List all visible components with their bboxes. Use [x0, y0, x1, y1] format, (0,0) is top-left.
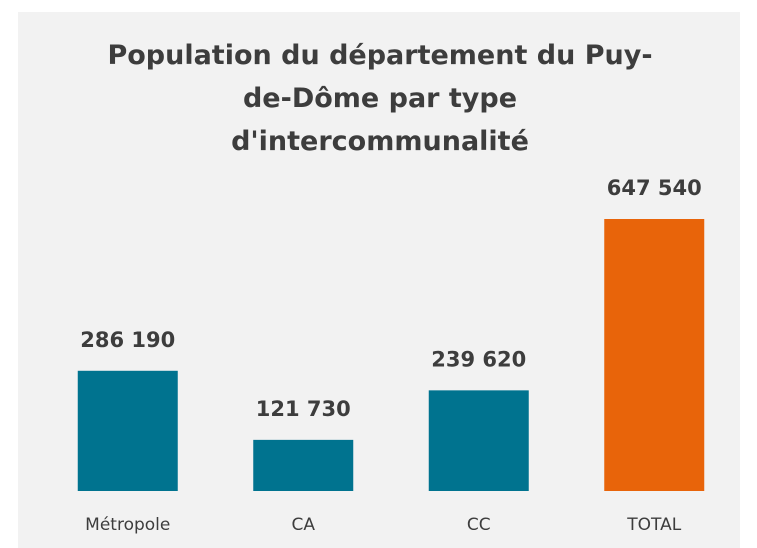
bar [604, 219, 705, 491]
x-tick-label: Métropole [85, 515, 170, 535]
bar [253, 439, 354, 491]
value-label: 647 540 [607, 176, 702, 200]
x-tick-label: CA [292, 515, 316, 535]
value-label: 239 620 [431, 347, 526, 371]
x-tick-label: CC [467, 515, 491, 535]
chart-title: Population du département du Puy-de-Dôme… [107, 40, 653, 157]
bar [77, 370, 178, 491]
value-label: 286 190 [80, 328, 175, 352]
value-label: 121 730 [256, 397, 351, 421]
x-tick-label: TOTAL [626, 515, 681, 535]
bar [428, 390, 529, 491]
